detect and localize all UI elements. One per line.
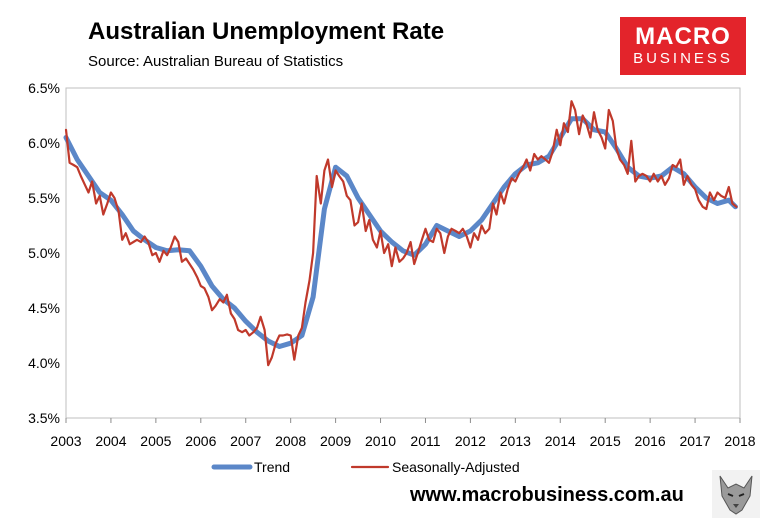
x-tick-label: 2014 — [545, 433, 576, 449]
x-tick-label: 2015 — [590, 433, 621, 449]
macrobusiness-logo: MACRO BUSINESS — [620, 17, 746, 75]
y-tick-label: 6.5% — [28, 80, 60, 96]
chart-subtitle: Source: Australian Bureau of Statistics — [88, 53, 344, 70]
x-tick-label: 2008 — [275, 433, 306, 449]
x-tick-label: 2006 — [185, 433, 216, 449]
x-axis: 2003 2004 2005 2006 2007 2008 2009 2010 2011 2012… — [50, 418, 756, 449]
y-axis: 3.5% 4.0% 4.5% 5.0% 5.5% 6.0% 6.5% — [28, 80, 60, 426]
legend-label: Seasonally-Adjusted — [392, 459, 520, 475]
x-tick-label: 2010 — [365, 433, 396, 449]
logo-line-1: MACRO — [635, 23, 731, 50]
x-tick-label: 2013 — [500, 433, 531, 449]
y-tick-label: 5.0% — [28, 245, 60, 261]
x-tick-label: 2003 — [50, 433, 81, 449]
x-tick-label: 2016 — [635, 433, 666, 449]
chart-title: Australian Unemployment Rate — [88, 18, 445, 45]
y-tick-label: 3.5% — [28, 410, 60, 426]
wolf-logo-icon — [712, 470, 760, 518]
y-tick-label: 4.0% — [28, 355, 60, 371]
legend-label: Trend — [254, 459, 290, 475]
website-url[interactable]: www.macrobusiness.com.au — [410, 484, 684, 506]
x-tick-label: 2011 — [410, 433, 440, 449]
y-tick-label: 5.5% — [28, 190, 60, 206]
x-tick-label: 2005 — [140, 433, 171, 449]
logo-line-2: BUSINESS — [633, 50, 733, 67]
x-tick-label: 2004 — [95, 433, 126, 449]
y-tick-label: 4.5% — [28, 300, 60, 316]
y-tick-label: 6.0% — [28, 135, 60, 151]
x-tick-label: 2007 — [230, 433, 261, 449]
x-tick-label: 2017 — [679, 433, 710, 449]
series-layer — [63, 100, 738, 367]
x-tick-label: 2009 — [320, 433, 351, 449]
legend: Trend Seasonally-Adjusted — [211, 459, 520, 475]
x-tick-label: 2012 — [455, 433, 486, 449]
x-tick-label: 2018 — [724, 433, 755, 449]
series-line-seasonally-adjusted — [64, 100, 738, 367]
